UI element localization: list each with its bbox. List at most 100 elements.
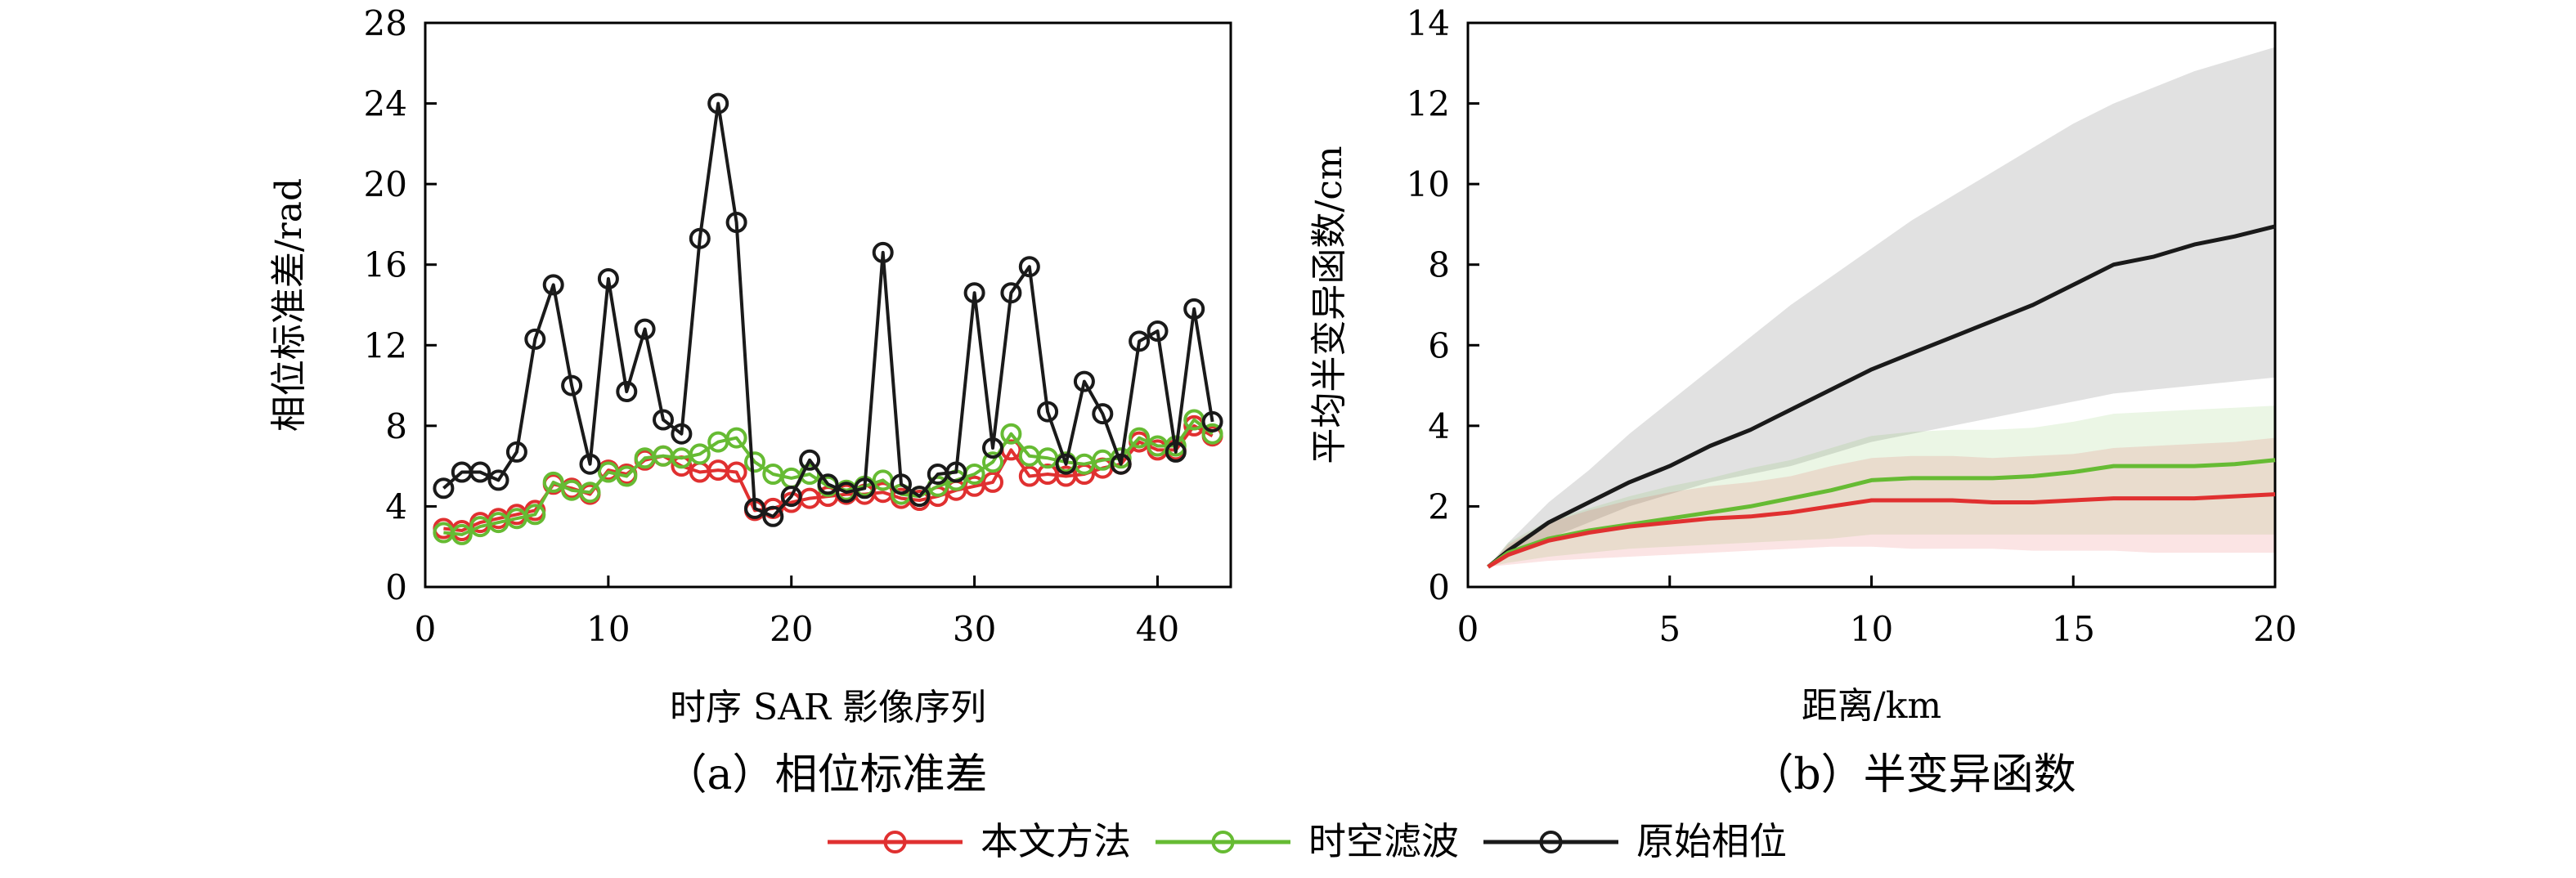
data-point-s2-39 <box>1147 320 1169 342</box>
data-point-s1-10 <box>616 465 638 487</box>
x-tick-label: 40 <box>1136 609 1179 649</box>
data-point-s2-4 <box>505 441 527 463</box>
y-tick-label: 8 <box>385 406 407 446</box>
data-point-s2-41 <box>1183 298 1205 320</box>
y-tick-label: 10 <box>1407 164 1450 204</box>
series-line-1 <box>443 418 1214 536</box>
data-point-s2-21 <box>817 473 839 495</box>
legend-marker-1 <box>1211 831 1235 853</box>
data-point-s2-6 <box>542 274 564 296</box>
data-point-s2-14 <box>689 227 711 249</box>
data-point-s2-8 <box>579 453 601 475</box>
data-point-s2-35 <box>1073 370 1095 392</box>
x-axis-label: 时序 SAR 影像序列 <box>670 687 986 728</box>
data-point-s2-5 <box>524 328 546 350</box>
series-line-2 <box>442 101 1214 518</box>
data-point-s2-25 <box>891 473 912 495</box>
data-point-s2-36 <box>1092 403 1114 425</box>
legend: 本文方法 时空滤波 原始相位 <box>828 819 1787 863</box>
data-point-s2-0 <box>433 477 455 499</box>
x-tick-label: 10 <box>1850 609 1893 649</box>
x-tick-label: 10 <box>586 609 630 649</box>
data-point-s2-29 <box>963 282 985 304</box>
x-tick-label: 0 <box>415 609 437 649</box>
y-tick-label: 8 <box>1428 245 1450 285</box>
series-line-0 <box>1487 224 2276 569</box>
data-point-s2-37 <box>1110 453 1132 475</box>
data-point-s2-15 <box>707 92 729 114</box>
data-point-s2-16 <box>725 212 747 233</box>
data-point-s1-42 <box>1201 423 1223 445</box>
data-point-s2-40 <box>1165 441 1187 463</box>
x-tick-label: 5 <box>1658 609 1681 649</box>
y-tick-label: 16 <box>364 245 407 285</box>
data-point-s2-19 <box>780 486 802 508</box>
data-point-s1-38 <box>1129 427 1151 449</box>
y-tick-label: 12 <box>1407 84 1450 124</box>
data-point-s1-37 <box>1110 447 1132 469</box>
y-tick-label: 0 <box>385 567 407 607</box>
data-point-s1-5 <box>524 504 546 526</box>
data-point-s2-33 <box>1037 401 1059 423</box>
y-tick-label: 24 <box>364 84 407 124</box>
data-point-s2-38 <box>1129 330 1151 352</box>
data-point-s0-30 <box>982 471 1003 493</box>
data-point-s1-31 <box>1000 423 1022 445</box>
y-axis-label: 相位标准差/rad <box>268 178 310 432</box>
data-point-s1-30 <box>982 451 1003 473</box>
panel-a-phase-std-chart: 0 10 20 30 40 0 4 8 12 16 20 24 28 时序 SAR 影像序列 相位标准差/r… <box>268 3 1232 728</box>
data-point-s2-28 <box>945 461 967 483</box>
plot-frame <box>424 21 1232 589</box>
panel-b-semivariogram-chart: 0 5 10 15 20 0 2 4 6 8 10 12 14 距离/km 平均半变异函数/cm <box>1308 3 2297 727</box>
data-point-s2-13 <box>671 423 693 445</box>
data-point-s2-31 <box>1000 282 1022 304</box>
data-point-s2-32 <box>1018 256 1040 278</box>
data-point-s2-34 <box>1055 453 1077 475</box>
y-tick-label: 4 <box>385 486 407 526</box>
data-point-s2-42 <box>1201 410 1223 432</box>
data-point-s1-17 <box>744 451 765 473</box>
y-tick-label: 28 <box>364 3 407 43</box>
data-point-s1-8 <box>579 482 601 504</box>
data-point-s1-6 <box>542 471 564 493</box>
y-axis-label: 平均半变异函数/cm <box>1308 146 1350 464</box>
data-point-s2-7 <box>561 374 583 396</box>
panel-b-caption: （b）半变异函数 <box>1751 750 2076 800</box>
x-tick-label: 15 <box>2052 609 2095 649</box>
y-tick-label: 4 <box>1428 406 1450 446</box>
legend-label-2: 原始相位 <box>1636 819 1787 863</box>
data-point-s2-30 <box>982 437 1003 459</box>
x-axis-label: 距离/km <box>1802 685 1941 727</box>
y-tick-label: 12 <box>364 325 407 365</box>
x-tick-label: 30 <box>953 609 996 649</box>
data-point-s2-23 <box>854 477 876 499</box>
y-tick-label: 2 <box>1428 486 1450 526</box>
x-tick-label: 20 <box>770 609 813 649</box>
data-point-s1-1 <box>451 523 473 545</box>
data-point-s2-20 <box>799 449 821 471</box>
y-tick-label: 6 <box>1428 325 1450 365</box>
data-point-s2-26 <box>909 486 931 508</box>
confidence-band-1 <box>1488 405 2275 567</box>
data-point-s2-17 <box>744 497 765 519</box>
legend-label-0: 本文方法 <box>981 819 1131 863</box>
data-point-s2-11 <box>634 318 656 340</box>
legend-marker-0 <box>883 831 907 853</box>
data-point-s0-16 <box>725 461 747 483</box>
data-point-s2-2 <box>469 461 491 483</box>
x-tick-label: 20 <box>2253 609 2296 649</box>
data-point-s2-18 <box>762 505 784 527</box>
series-line-2 <box>1487 492 2276 569</box>
panel-a-caption: （a）相位标准差 <box>664 750 987 800</box>
data-point-s2-12 <box>653 409 674 431</box>
y-tick-label: 14 <box>1407 3 1450 43</box>
x-tick-label: 0 <box>1457 609 1479 649</box>
legend-label-1: 时空滤波 <box>1308 819 1459 863</box>
data-point-s2-24 <box>872 241 894 263</box>
data-point-s2-10 <box>616 381 638 402</box>
confidence-band-0 <box>1488 47 2275 567</box>
legend-marker-2 <box>1539 831 1563 853</box>
data-point-s1-16 <box>725 427 747 449</box>
y-tick-label: 20 <box>364 164 407 204</box>
